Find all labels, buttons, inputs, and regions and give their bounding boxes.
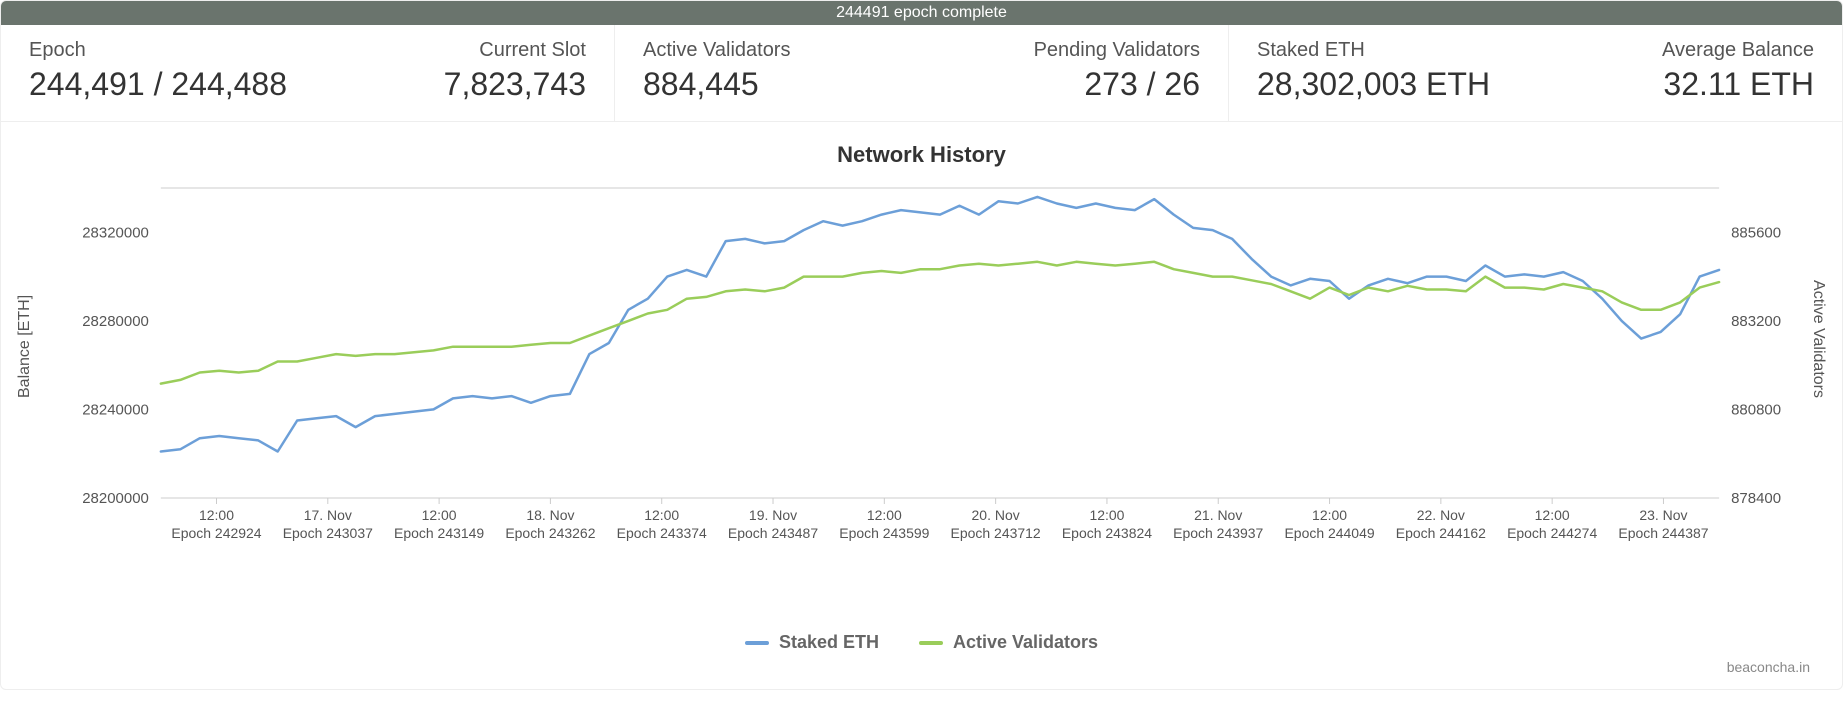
- stat-active-validators: Active Validators 884,445: [643, 39, 790, 103]
- svg-text:12:00: 12:00: [1089, 507, 1124, 523]
- axis-label-left: Balance [ETH]: [16, 295, 34, 398]
- stat-value: 244,491 / 244,488: [29, 66, 287, 103]
- legend-swatch: [919, 641, 943, 645]
- stat-pending-validators: Pending Validators 273 / 26: [1034, 39, 1200, 103]
- svg-text:12:00: 12:00: [644, 507, 679, 523]
- svg-text:18. Nov: 18. Nov: [526, 507, 574, 523]
- svg-text:Epoch 243712: Epoch 243712: [951, 525, 1041, 541]
- svg-text:12:00: 12:00: [867, 507, 902, 523]
- network-history-chart[interactable]: 28200000 28240000 28280000 28320000 878400 88…: [21, 178, 1822, 618]
- stat-label: Average Balance: [1662, 39, 1814, 62]
- legend-label: Staked ETH: [779, 632, 879, 653]
- stat-label: Current Slot: [479, 39, 586, 62]
- stat-cell-eth: Staked ETH 28,302,003 ETH Average Balanc…: [1229, 25, 1842, 121]
- stats-row: Epoch 244,491 / 244,488 Current Slot 7,8…: [1, 25, 1842, 122]
- stat-epoch: Epoch 244,491 / 244,488: [29, 39, 287, 103]
- stat-value: 7,823,743: [444, 66, 586, 103]
- svg-text:28240000: 28240000: [82, 401, 149, 418]
- svg-text:878400: 878400: [1731, 490, 1781, 507]
- stat-avg-balance: Average Balance 32.11 ETH: [1662, 39, 1814, 103]
- svg-text:Epoch 243599: Epoch 243599: [839, 525, 929, 541]
- stat-value: 884,445: [643, 66, 790, 103]
- stat-current-slot: Current Slot 7,823,743: [444, 39, 586, 103]
- svg-text:12:00: 12:00: [199, 507, 234, 523]
- svg-text:880800: 880800: [1731, 401, 1781, 418]
- svg-text:28280000: 28280000: [82, 313, 149, 330]
- svg-text:21. Nov: 21. Nov: [1194, 507, 1242, 523]
- svg-text:883200: 883200: [1731, 313, 1781, 330]
- svg-text:Epoch 243262: Epoch 243262: [505, 525, 595, 541]
- dashboard-card: 244491 epoch complete Epoch 244,491 / 24…: [0, 0, 1843, 690]
- chart-legend: Staked ETH Active Validators: [21, 618, 1822, 659]
- legend-label: Active Validators: [953, 632, 1098, 653]
- stat-cell-epoch-slot: Epoch 244,491 / 244,488 Current Slot 7,8…: [1, 25, 615, 121]
- stat-label: Pending Validators: [1034, 39, 1200, 62]
- stat-label: Active Validators: [643, 39, 790, 62]
- chart-card: Network History Balance [ETH] Active Val…: [1, 122, 1842, 689]
- svg-text:Epoch 243824: Epoch 243824: [1062, 525, 1152, 541]
- svg-text:Epoch 243374: Epoch 243374: [617, 525, 707, 541]
- legend-item-staked-eth[interactable]: Staked ETH: [745, 632, 879, 653]
- stat-label: Staked ETH: [1257, 39, 1490, 62]
- svg-text:Epoch 243937: Epoch 243937: [1173, 525, 1263, 541]
- svg-text:Epoch 244274: Epoch 244274: [1507, 525, 1597, 541]
- svg-text:22. Nov: 22. Nov: [1417, 507, 1465, 523]
- stat-value: 32.11 ETH: [1663, 66, 1814, 103]
- svg-text:23. Nov: 23. Nov: [1639, 507, 1687, 523]
- stat-value: 28,302,003 ETH: [1257, 66, 1490, 103]
- axis-label-right: Active Validators: [1809, 280, 1827, 398]
- stat-value: 273 / 26: [1084, 66, 1200, 103]
- status-bar: 244491 epoch complete: [1, 1, 1842, 25]
- stat-staked-eth: Staked ETH 28,302,003 ETH: [1257, 39, 1490, 103]
- svg-text:28200000: 28200000: [82, 490, 149, 507]
- svg-text:17. Nov: 17. Nov: [304, 507, 352, 523]
- svg-text:12:00: 12:00: [1312, 507, 1347, 523]
- chart-wrap: Balance [ETH] Active Validators 28200000…: [21, 178, 1822, 618]
- chart-title: Network History: [21, 142, 1822, 168]
- footer-brand[interactable]: beaconcha.in: [21, 659, 1822, 683]
- svg-text:12:00: 12:00: [422, 507, 457, 523]
- svg-text:Epoch 244387: Epoch 244387: [1618, 525, 1708, 541]
- legend-item-active-validators[interactable]: Active Validators: [919, 632, 1098, 653]
- svg-text:Epoch 244162: Epoch 244162: [1396, 525, 1486, 541]
- svg-text:20. Nov: 20. Nov: [972, 507, 1020, 523]
- svg-text:885600: 885600: [1731, 224, 1781, 241]
- svg-text:28320000: 28320000: [82, 224, 149, 241]
- svg-text:Epoch 244049: Epoch 244049: [1284, 525, 1374, 541]
- svg-text:19. Nov: 19. Nov: [749, 507, 797, 523]
- svg-text:Epoch 243037: Epoch 243037: [283, 525, 373, 541]
- svg-text:Epoch 243487: Epoch 243487: [728, 525, 818, 541]
- svg-text:Epoch 243149: Epoch 243149: [394, 525, 484, 541]
- stat-cell-validators: Active Validators 884,445 Pending Valida…: [615, 25, 1229, 121]
- svg-text:12:00: 12:00: [1535, 507, 1570, 523]
- legend-swatch: [745, 641, 769, 645]
- stat-label: Epoch: [29, 39, 287, 62]
- svg-text:Epoch 242924: Epoch 242924: [171, 525, 261, 541]
- status-text: 244491 epoch complete: [836, 4, 1007, 21]
